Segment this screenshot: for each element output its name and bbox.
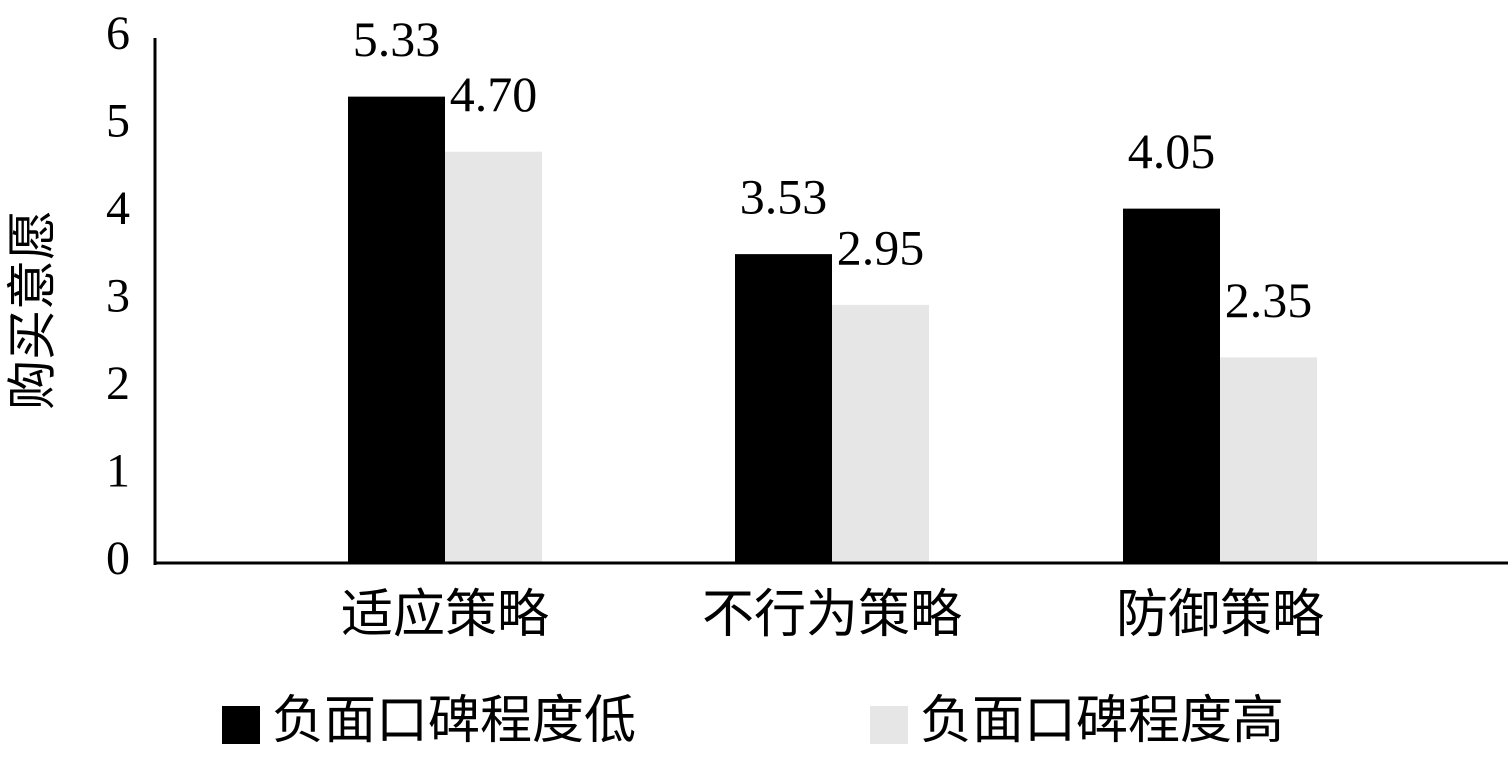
bar xyxy=(832,304,929,563)
y-tick-label: 6 xyxy=(106,7,130,60)
legend-label: 负面口碑程度低 xyxy=(272,693,636,750)
bar xyxy=(1123,208,1220,563)
y-tick-label: 1 xyxy=(106,445,130,498)
y-tick-label: 0 xyxy=(106,532,130,585)
legend-swatch xyxy=(870,706,908,744)
y-tick-label: 2 xyxy=(106,357,130,410)
legend-label: 负面口碑程度高 xyxy=(920,693,1284,750)
y-tick-label: 4 xyxy=(106,182,130,235)
bar xyxy=(348,96,445,563)
value-label: 3.53 xyxy=(740,169,828,225)
y-tick-label: 5 xyxy=(106,95,130,148)
x-tick-label: 不行为策略 xyxy=(702,587,962,644)
value-label: 5.33 xyxy=(353,11,441,67)
value-label: 4.05 xyxy=(1128,123,1216,179)
y-axis-label: 购买意愿 xyxy=(4,210,60,410)
x-tick-label: 防御策略 xyxy=(1116,587,1324,644)
bar xyxy=(735,254,832,563)
bar xyxy=(1220,357,1317,563)
value-label: 2.95 xyxy=(837,219,925,275)
value-label: 4.70 xyxy=(450,66,538,122)
x-tick-label: 适应策略 xyxy=(341,587,549,644)
y-tick-label: 3 xyxy=(106,270,130,323)
legend-swatch xyxy=(222,706,260,744)
bar xyxy=(445,151,542,563)
value-label: 2.35 xyxy=(1225,272,1313,328)
